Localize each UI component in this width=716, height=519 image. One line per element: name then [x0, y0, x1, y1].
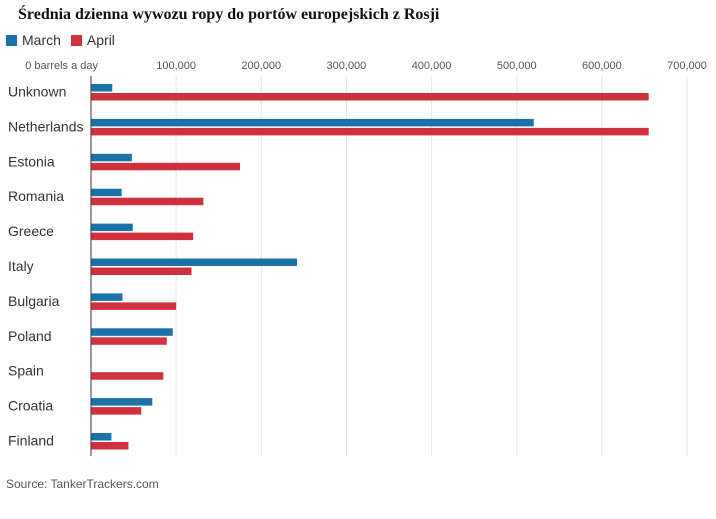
- category-label: Finland: [8, 433, 54, 449]
- x-tick-label: 600,000: [582, 60, 622, 72]
- category-label: Unknown: [8, 84, 66, 100]
- chart-title: Średnia dzienna wywozu ropy do portów eu…: [18, 6, 440, 23]
- bar-april: [91, 93, 649, 101]
- x-tick-label: 300,000: [327, 60, 367, 72]
- legend: March April: [6, 32, 125, 48]
- x-tick-label: 100,000: [156, 60, 196, 72]
- legend-label-april: April: [86, 32, 115, 48]
- x-tick-label: 200,000: [241, 60, 281, 72]
- category-label: Estonia: [8, 153, 55, 169]
- bar-april: [91, 162, 240, 171]
- legend-swatch-march: [6, 34, 17, 46]
- bar-april: [91, 127, 649, 136]
- bar-april: [91, 372, 164, 380]
- bar-march: [91, 258, 298, 266]
- bar-march: [91, 398, 153, 406]
- bar-april: [91, 407, 142, 415]
- category-label: Croatia: [8, 398, 53, 414]
- bar-march: [91, 293, 123, 301]
- category-label: Netherlands: [8, 118, 84, 134]
- bar-april: [91, 267, 192, 275]
- bar-march: [91, 188, 122, 197]
- category-label: Poland: [8, 328, 52, 344]
- bar-march: [91, 433, 112, 441]
- bar-march: [91, 84, 113, 92]
- x-tick-label: 0 barrels a day: [25, 60, 98, 72]
- legend-item-april: April: [70, 32, 115, 48]
- bar-april: [91, 197, 204, 206]
- bar-march: [91, 223, 133, 232]
- legend-label-march: March: [22, 32, 61, 48]
- category-label: Bulgaria: [8, 293, 60, 309]
- source-note: Source: TankerTrackers.com: [6, 477, 159, 491]
- bar-march: [91, 328, 173, 336]
- x-tick-label: 400,000: [412, 60, 452, 72]
- bar-april: [91, 442, 129, 450]
- category-label: Italy: [8, 258, 34, 274]
- bar-april: [91, 302, 177, 310]
- bar-march: [91, 153, 132, 162]
- category-label: Romania: [8, 188, 64, 204]
- x-tick-label: 500,000: [497, 60, 537, 72]
- bar-april: [91, 337, 167, 345]
- legend-swatch-april: [70, 34, 82, 46]
- bar-april: [91, 232, 194, 241]
- bar-march: [91, 118, 534, 127]
- x-tick-label: 700,000: [667, 60, 707, 72]
- category-label: Greece: [8, 223, 54, 239]
- legend-item-march: March: [6, 32, 61, 48]
- category-label: Spain: [8, 363, 44, 379]
